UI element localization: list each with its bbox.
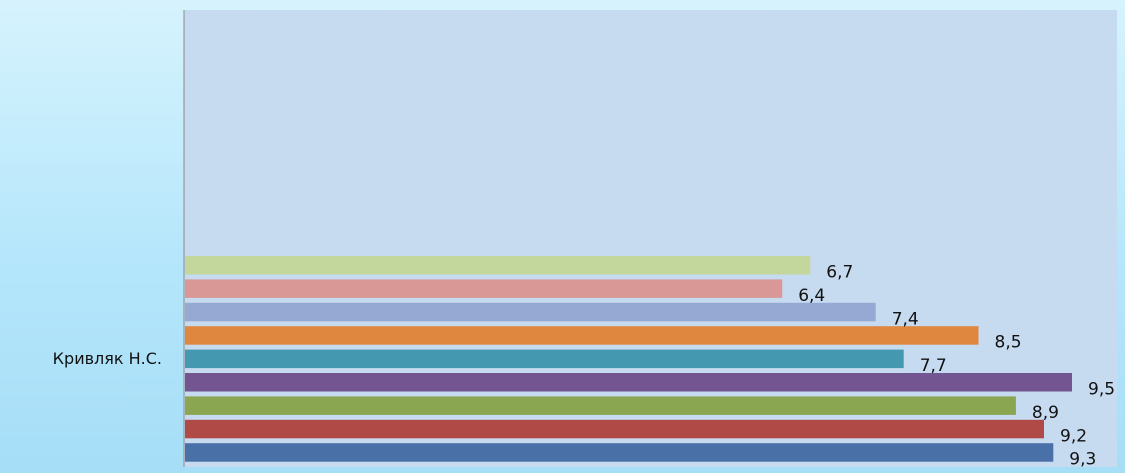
bars-group	[185, 256, 1072, 462]
bar-series-6	[185, 373, 1072, 392]
category-label: Кривляк Н.С.	[53, 349, 162, 368]
bar-series-7	[185, 396, 1016, 415]
bar-series-1	[185, 256, 811, 275]
bar-series-4	[185, 326, 979, 345]
value-label-series-3: 7,4	[892, 309, 919, 329]
value-label-series-8: 9,2	[1060, 426, 1087, 446]
bar-series-2	[185, 279, 783, 298]
value-labels-group: 6,76,4 7,4 8,5 7,7 9,5 8,99,2 9,3	[798, 263, 1115, 470]
value-label-series-1: 6,7	[826, 263, 853, 283]
value-label-series-2: 6,4	[798, 286, 825, 306]
bar-series-8	[185, 419, 1044, 439]
bar-series-5	[185, 349, 904, 369]
value-label-series-9: 9,3	[1069, 450, 1096, 470]
value-label-series-4: 8,5	[995, 333, 1022, 353]
bar-series-9	[185, 443, 1054, 462]
bar-series-3	[185, 302, 876, 322]
value-label-series-6: 9,5	[1088, 380, 1115, 400]
value-label-series-7: 8,9	[1032, 403, 1059, 423]
value-label-series-5: 7,7	[920, 356, 947, 376]
